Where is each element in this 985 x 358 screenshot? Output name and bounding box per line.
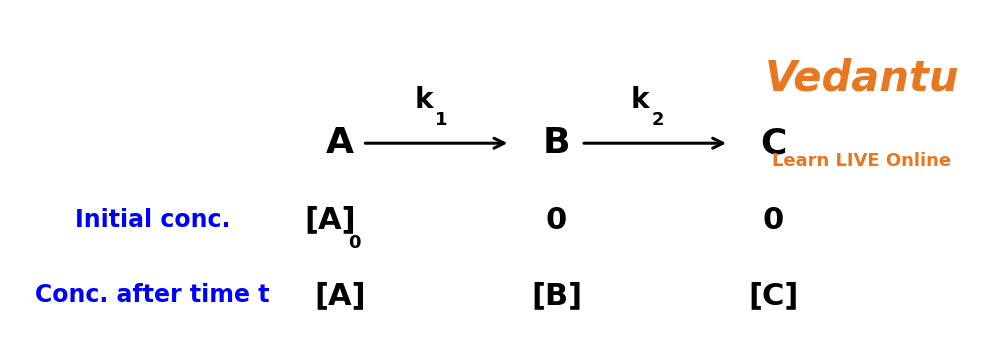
Text: [A]: [A] — [314, 281, 365, 310]
Text: Conc. after time t: Conc. after time t — [35, 283, 270, 308]
Text: B: B — [543, 126, 570, 160]
Text: C: C — [760, 126, 786, 160]
Text: k: k — [631, 86, 649, 114]
Text: Vedantu: Vedantu — [764, 58, 959, 100]
Text: [B]: [B] — [531, 281, 582, 310]
Text: [A]: [A] — [304, 205, 356, 235]
Text: Initial conc.: Initial conc. — [75, 208, 230, 232]
Text: 1: 1 — [435, 111, 447, 129]
Text: k: k — [415, 86, 432, 114]
Text: A: A — [326, 126, 354, 160]
Text: [C]: [C] — [748, 281, 799, 310]
Text: 0: 0 — [546, 205, 567, 235]
Text: Learn LIVE Online: Learn LIVE Online — [772, 152, 952, 170]
Text: 2: 2 — [652, 111, 664, 129]
Text: 0: 0 — [762, 205, 784, 235]
Text: 0: 0 — [349, 234, 361, 252]
